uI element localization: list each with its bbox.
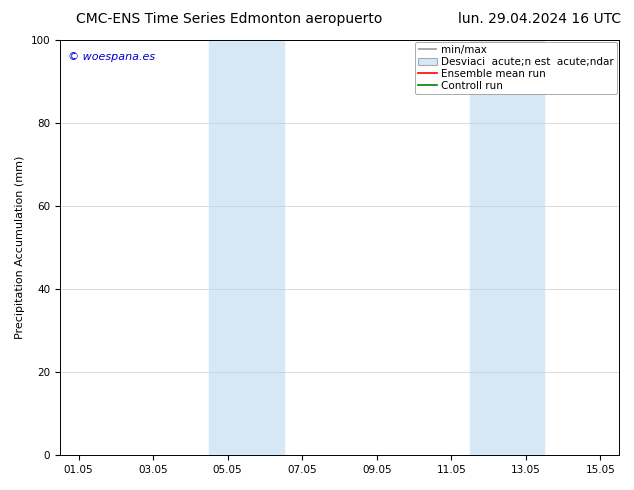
Bar xyxy=(209,40,283,455)
Bar xyxy=(470,40,545,455)
Text: lun. 29.04.2024 16 UTC: lun. 29.04.2024 16 UTC xyxy=(458,12,621,26)
Text: © woespana.es: © woespana.es xyxy=(68,52,155,62)
Y-axis label: Precipitation Accumulation (mm): Precipitation Accumulation (mm) xyxy=(15,156,25,339)
Legend: min/max, Desviaci  acute;n est  acute;ndar, Ensemble mean run, Controll run: min/max, Desviaci acute;n est acute;ndar… xyxy=(415,42,617,94)
Text: CMC-ENS Time Series Edmonton aeropuerto: CMC-ENS Time Series Edmonton aeropuerto xyxy=(76,12,382,26)
